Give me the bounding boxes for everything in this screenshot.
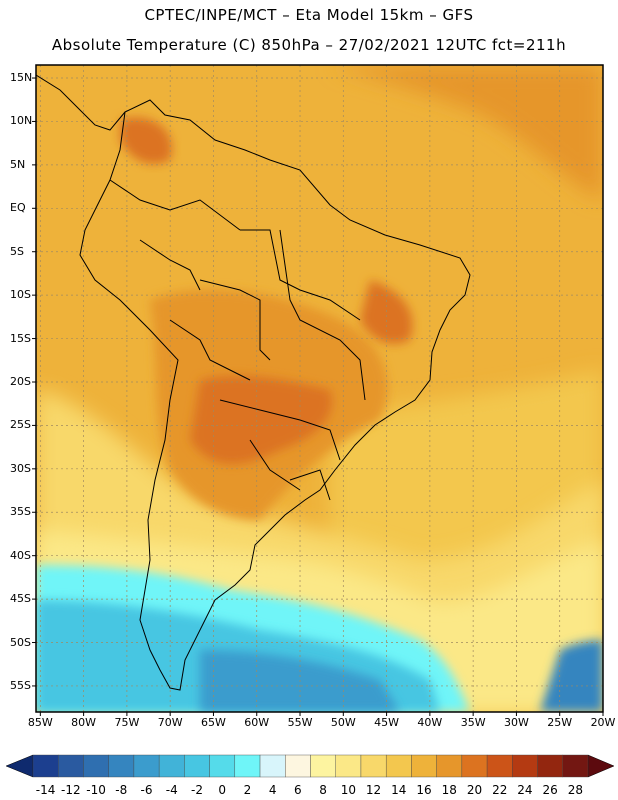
colorbar-label: 20 — [466, 783, 483, 797]
lon-label: 60W — [244, 716, 270, 729]
colorbar-swatch — [385, 754, 412, 778]
colorbar-label: -10 — [86, 783, 106, 797]
colorbar-swatch — [209, 754, 236, 778]
colorbar-label: -4 — [165, 783, 178, 797]
colorbar-label: 24 — [517, 783, 533, 797]
colorbar-label: -8 — [115, 783, 128, 797]
colorbar-swatch — [486, 754, 513, 778]
lon-label: 65W — [201, 716, 226, 729]
colorbar-label: 26 — [542, 783, 558, 797]
colorbar-swatch — [285, 754, 311, 778]
colorbar-swatch — [360, 754, 387, 778]
colorbar-label: -12 — [61, 783, 81, 797]
lat-label: 10N — [10, 114, 33, 128]
colorbar-over-arrow — [587, 754, 615, 778]
lon-label: 35W — [460, 716, 486, 729]
lat-label: 5N — [10, 157, 26, 171]
field-land-hot — [190, 375, 332, 464]
central-america-coast — [36, 74, 126, 131]
colorbar-label: -6 — [140, 783, 153, 797]
colorbar-label: 18 — [441, 783, 457, 797]
colorbar-swatch — [461, 754, 488, 778]
colorbar-swatch — [158, 754, 185, 778]
field-north-hot — [120, 117, 172, 164]
colorbar-swatch — [184, 754, 210, 778]
lat-label: 30S — [10, 461, 31, 475]
lon-label: 80W — [71, 716, 97, 729]
lon-label: 25W — [547, 716, 573, 729]
colorbar-swatch — [537, 754, 563, 778]
colorbar-label: -2 — [190, 783, 203, 797]
country-borders — [109, 179, 366, 501]
lat-label: 55S — [10, 678, 31, 692]
colorbar-swatch — [411, 754, 437, 778]
lon-label: 75W — [114, 716, 140, 729]
lat-label: 10S — [10, 288, 31, 302]
colorbar-swatch — [335, 754, 362, 778]
lon-label: 45W — [374, 716, 400, 729]
colorbar — [5, 754, 615, 778]
lon-label: 55W — [287, 716, 313, 729]
colorbar-label: 6 — [294, 783, 302, 797]
lon-label: 70W — [157, 716, 183, 729]
lon-label: 30W — [503, 716, 529, 729]
colorbar-swatch — [310, 754, 336, 778]
colorbar-label: 28 — [567, 783, 584, 797]
lat-label: 15S — [10, 331, 31, 345]
lon-label: 50W — [330, 716, 356, 729]
colorbar-swatch — [512, 754, 538, 778]
lat-label: EQ — [10, 201, 26, 215]
lat-label: 40S — [10, 548, 31, 562]
colorbar-label: 10 — [340, 783, 356, 797]
colorbar-label: 22 — [492, 783, 508, 797]
colorbar-under-arrow — [5, 754, 34, 778]
colorbar-swatch — [133, 754, 160, 778]
lon-label: 20W — [590, 716, 616, 729]
field-cold-se — [540, 640, 603, 712]
colorbar-swatch — [32, 754, 59, 778]
colorbar-swatch — [58, 754, 84, 778]
colorbar-label: 8 — [319, 783, 327, 797]
chart-title: CPTEC/INPE/MCT – Eta Model 15km – GFS — [144, 6, 474, 24]
colorbar-label: 12 — [365, 783, 382, 797]
chart-subtitle: Absolute Temperature (C) 850hPa – 27/02/… — [51, 36, 567, 54]
lat-label: 20S — [10, 374, 31, 388]
south-america-coast — [79, 99, 471, 691]
colorbar-label: 4 — [268, 783, 277, 797]
colorbar-swatch — [562, 754, 589, 778]
colorbar-swatch — [436, 754, 463, 778]
temperature-field — [36, 65, 603, 712]
colorbar-label: -14 — [35, 783, 56, 797]
colorbar-swatch — [108, 754, 135, 778]
lat-label: 15N — [10, 71, 33, 85]
lat-label: 35S — [10, 505, 31, 519]
colorbar-label: 2 — [243, 783, 252, 797]
lat-label: 25S — [10, 418, 31, 432]
coastlines — [36, 74, 471, 691]
lat-label: 50S — [10, 635, 31, 649]
colorbar-swatch — [234, 754, 261, 778]
colorbar-label: 16 — [416, 783, 432, 797]
colorbar-swatch — [83, 754, 109, 778]
map-frame — [35, 64, 604, 713]
field-ne-warm — [330, 65, 603, 200]
lon-label: 85W — [27, 716, 53, 729]
colorbar-label: 14 — [391, 783, 407, 797]
colorbar-swatch — [259, 754, 286, 778]
lat-label: 45S — [10, 592, 31, 606]
colorbar-label: 0 — [218, 783, 227, 797]
lat-label: 5S — [10, 244, 24, 258]
axis-ticks — [32, 77, 604, 716]
lon-label: 40W — [417, 716, 443, 729]
